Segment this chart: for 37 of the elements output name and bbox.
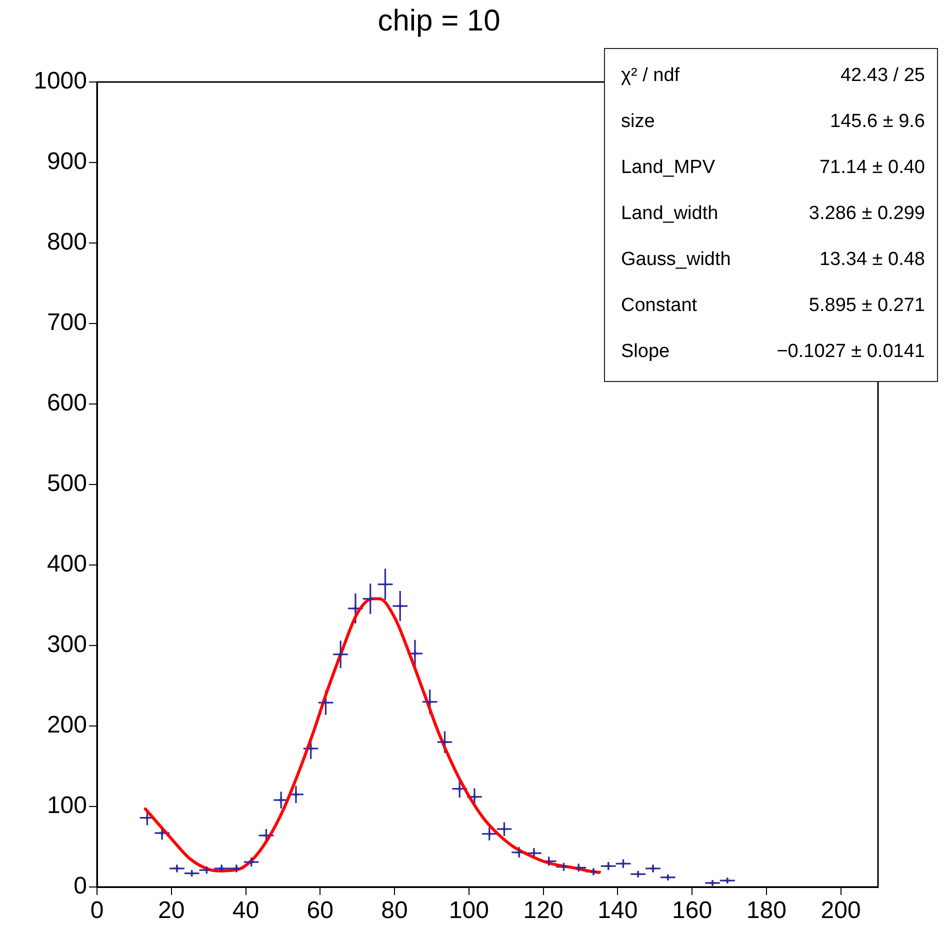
x-tick-label: 120 xyxy=(523,897,564,924)
x-tick-label: 60 xyxy=(306,897,334,924)
y-tick-label: 500 xyxy=(46,470,87,498)
annotation: size xyxy=(621,111,655,133)
x-tick-label: 40 xyxy=(232,897,260,924)
y-tick-label: 100 xyxy=(46,792,87,820)
annotation: 71.14 ± 0.40 xyxy=(819,157,925,179)
x-tick-label: 140 xyxy=(598,897,638,924)
x-tick-label: 100 xyxy=(448,897,489,924)
annotation: Land_MPV xyxy=(621,157,716,179)
annotation: 3.286 ± 0.299 xyxy=(808,203,925,225)
y-tick-label: 400 xyxy=(46,550,87,578)
annotation: Slope xyxy=(621,341,670,363)
x-tick-label: 20 xyxy=(158,897,185,924)
annotation: 5.895 ± 0.271 xyxy=(808,295,925,317)
y-tick-label: 200 xyxy=(46,712,87,739)
annotation: Constant xyxy=(621,295,698,317)
x-tick-label: 200 xyxy=(820,897,861,924)
y-tick-label: 900 xyxy=(46,148,87,176)
x-tick-label: 0 xyxy=(90,897,104,924)
annotation: Land_width xyxy=(621,203,718,225)
y-tick-label: 0 xyxy=(74,872,87,900)
y-tick-label: 700 xyxy=(46,309,87,336)
x-tick-label: 180 xyxy=(746,897,786,924)
y-tick-label: 800 xyxy=(46,228,87,256)
annotation: Gauss_width xyxy=(621,249,731,271)
annotation: 13.34 ± 0.48 xyxy=(819,249,925,271)
annotation: 145.6 ± 9.6 xyxy=(830,111,925,133)
annotation: χ² / ndf xyxy=(621,65,680,87)
y-tick-label: 600 xyxy=(46,390,87,417)
chart-title: chip = 10 xyxy=(378,4,500,38)
x-tick-label: 80 xyxy=(381,897,408,924)
annotation: 42.43 / 25 xyxy=(840,65,925,87)
annotation: −0.1027 ± 0.0141 xyxy=(776,341,925,363)
x-tick-label: 160 xyxy=(672,897,712,924)
y-tick-label: 300 xyxy=(46,631,87,658)
y-tick-label: 1000 xyxy=(34,68,87,95)
